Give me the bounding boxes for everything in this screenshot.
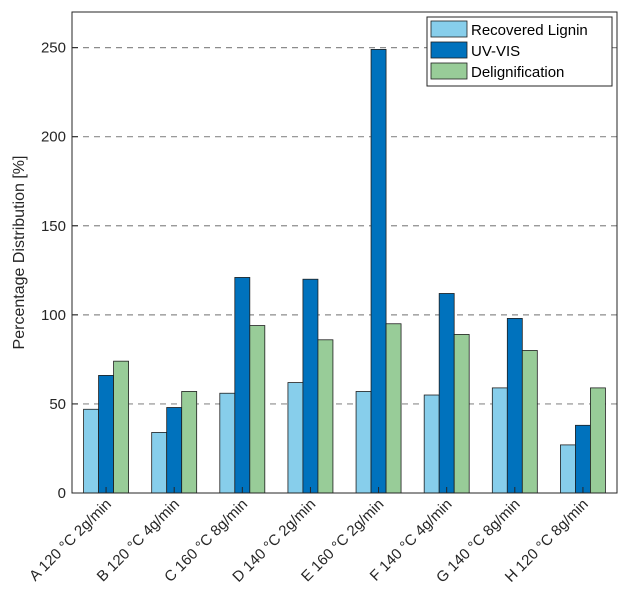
bar-recovered-lignin-6 (423, 394, 440, 494)
legend-swatch (430, 41, 468, 59)
legend-entry: UV-VIS (471, 43, 520, 60)
bar-uv-vis-2 (166, 407, 183, 494)
bar-delignification-6 (453, 334, 470, 494)
bar-delignification-1 (113, 360, 129, 494)
legend: Recovered Lignin UV-VIS Delignification (426, 16, 613, 87)
bar-delignification-5 (385, 323, 402, 494)
y-tick-label: 200 (41, 129, 66, 146)
bar-recovered-lignin-7 (491, 387, 508, 494)
bar-uv-vis-4 (302, 278, 319, 494)
y-tick-label: 100 (41, 307, 66, 324)
y-tick-label: 50 (49, 396, 66, 413)
y-tick-label: 0 (58, 485, 66, 502)
bars (83, 49, 606, 494)
bar-recovered-lignin-1 (83, 408, 99, 494)
y-tick-label: 250 (41, 40, 66, 57)
bar-uv-vis-3 (234, 277, 251, 494)
bar-uv-vis-8 (575, 424, 591, 494)
bar-delignification-8 (590, 387, 606, 494)
bar-recovered-lignin-2 (151, 432, 168, 494)
bar-uv-vis-7 (506, 318, 523, 494)
bar-recovered-lignin-3 (219, 392, 236, 494)
bar-delignification-3 (249, 325, 266, 494)
legend-swatch (430, 62, 468, 80)
legend-swatch (430, 20, 468, 38)
y-tick-label: 150 (41, 218, 66, 235)
y-axis-label: Percentage Distribution [%] (11, 156, 28, 350)
legend-entry: Recovered Lignin (471, 22, 588, 39)
bar-uv-vis-5 (370, 49, 387, 494)
bar-uv-vis-1 (98, 375, 114, 494)
bar-delignification-2 (181, 391, 198, 494)
bar-delignification-7 (521, 350, 538, 494)
plot-frame (71, 11, 618, 494)
legend-entry: Delignification (471, 64, 564, 81)
y-axis-ticks: 0 50 100 150 200 250 (41, 40, 78, 502)
bar-recovered-lignin-5 (355, 391, 372, 494)
bar-recovered-lignin-4 (287, 382, 304, 494)
bar-delignification-4 (317, 339, 334, 494)
bar-uv-vis-6 (438, 293, 455, 494)
bar-recovered-lignin-8 (560, 444, 576, 494)
